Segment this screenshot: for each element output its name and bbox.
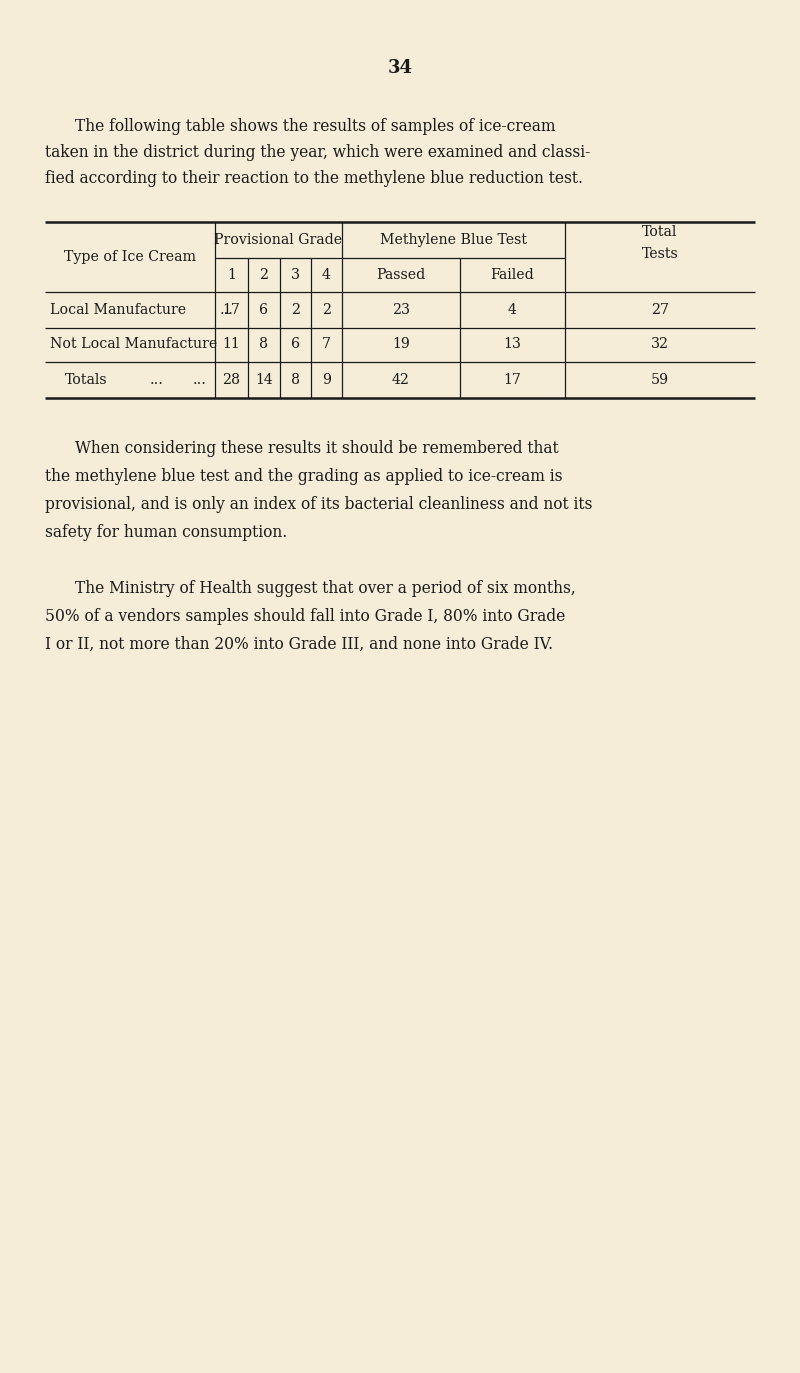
Text: Not Local Manufacture: Not Local Manufacture [50, 336, 218, 351]
Text: Total: Total [642, 225, 678, 239]
Text: ...: ... [150, 373, 164, 387]
Text: Methylene Blue Test: Methylene Blue Test [380, 233, 527, 247]
Text: 9: 9 [322, 373, 331, 387]
Text: The following table shows the results of samples of ice-cream: The following table shows the results of… [75, 118, 555, 135]
Text: 14: 14 [255, 373, 273, 387]
Text: 2: 2 [259, 268, 269, 281]
Text: 2: 2 [291, 303, 300, 317]
Text: 17: 17 [503, 373, 522, 387]
Text: 4: 4 [508, 303, 517, 317]
Text: 4: 4 [322, 268, 331, 281]
Text: 27: 27 [651, 303, 669, 317]
Text: taken in the district during the year, which were examined and classi-: taken in the district during the year, w… [45, 144, 590, 161]
Text: fied according to their reaction to the methylene blue reduction test.: fied according to their reaction to the … [45, 170, 583, 187]
Text: 13: 13 [503, 336, 522, 351]
Text: 42: 42 [392, 373, 410, 387]
Text: 3: 3 [291, 268, 300, 281]
Text: 32: 32 [651, 336, 669, 351]
Text: 1: 1 [227, 268, 236, 281]
Text: 19: 19 [392, 336, 410, 351]
Text: 28: 28 [222, 373, 241, 387]
Text: 8: 8 [259, 336, 269, 351]
Text: provisional, and is only an index of its bacterial cleanliness and not its: provisional, and is only an index of its… [45, 496, 592, 514]
Text: ...: ... [220, 303, 234, 317]
Text: 23: 23 [392, 303, 410, 317]
Text: 34: 34 [387, 59, 413, 77]
Text: 8: 8 [291, 373, 300, 387]
Text: I or II, not more than 20% into Grade III, and none into Grade IV.: I or II, not more than 20% into Grade II… [45, 636, 553, 654]
Text: 6: 6 [259, 303, 269, 317]
Text: 2: 2 [322, 303, 331, 317]
Text: When considering these results it should be remembered that: When considering these results it should… [75, 439, 558, 457]
Text: Passed: Passed [376, 268, 426, 281]
Text: 11: 11 [222, 336, 240, 351]
Text: Totals: Totals [65, 373, 108, 387]
Text: 17: 17 [222, 303, 241, 317]
Text: Type of Ice Cream: Type of Ice Cream [64, 250, 196, 264]
Text: 6: 6 [291, 336, 300, 351]
Text: the methylene blue test and the grading as applied to ice-cream is: the methylene blue test and the grading … [45, 468, 562, 485]
Text: 50% of a vendors samples should fall into Grade I, 80% into Grade: 50% of a vendors samples should fall int… [45, 608, 566, 625]
Text: Failed: Failed [490, 268, 534, 281]
Text: Tests: Tests [642, 247, 678, 261]
Text: Local Manufacture: Local Manufacture [50, 303, 186, 317]
Text: safety for human consumption.: safety for human consumption. [45, 524, 287, 541]
Text: ...: ... [193, 373, 207, 387]
Text: The Ministry of Health suggest that over a period of six months,: The Ministry of Health suggest that over… [75, 579, 576, 597]
Text: 59: 59 [651, 373, 669, 387]
Text: Provisional Grade: Provisional Grade [214, 233, 342, 247]
Text: 7: 7 [322, 336, 331, 351]
